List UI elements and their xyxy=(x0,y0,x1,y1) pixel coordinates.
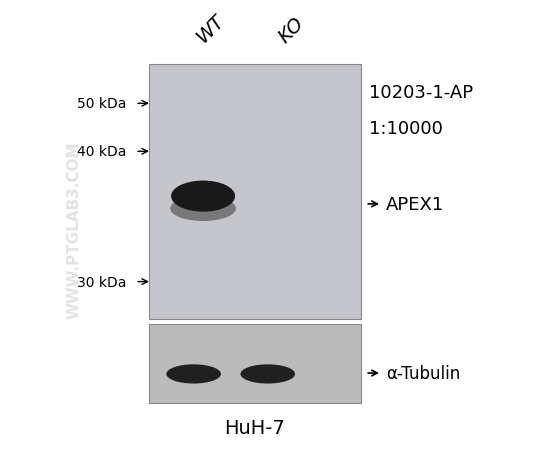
Text: 40 kDa: 40 kDa xyxy=(77,145,127,159)
FancyBboxPatch shape xyxy=(149,65,361,319)
Ellipse shape xyxy=(166,364,221,384)
Text: α-Tubulin: α-Tubulin xyxy=(386,364,460,382)
Text: 10203-1-AP: 10203-1-AP xyxy=(369,84,473,101)
Text: APEX1: APEX1 xyxy=(386,196,444,213)
FancyBboxPatch shape xyxy=(149,324,361,403)
Ellipse shape xyxy=(240,364,295,384)
Text: 30 kDa: 30 kDa xyxy=(77,275,127,289)
Text: WT: WT xyxy=(193,11,228,47)
Ellipse shape xyxy=(170,196,236,222)
Ellipse shape xyxy=(171,181,235,212)
Text: HuH-7: HuH-7 xyxy=(225,418,285,437)
Text: 1:10000: 1:10000 xyxy=(369,120,443,138)
Text: KO: KO xyxy=(274,14,307,47)
Text: WWW.PTGLAB3.COM: WWW.PTGLAB3.COM xyxy=(66,141,81,318)
Text: 50 kDa: 50 kDa xyxy=(77,97,127,111)
